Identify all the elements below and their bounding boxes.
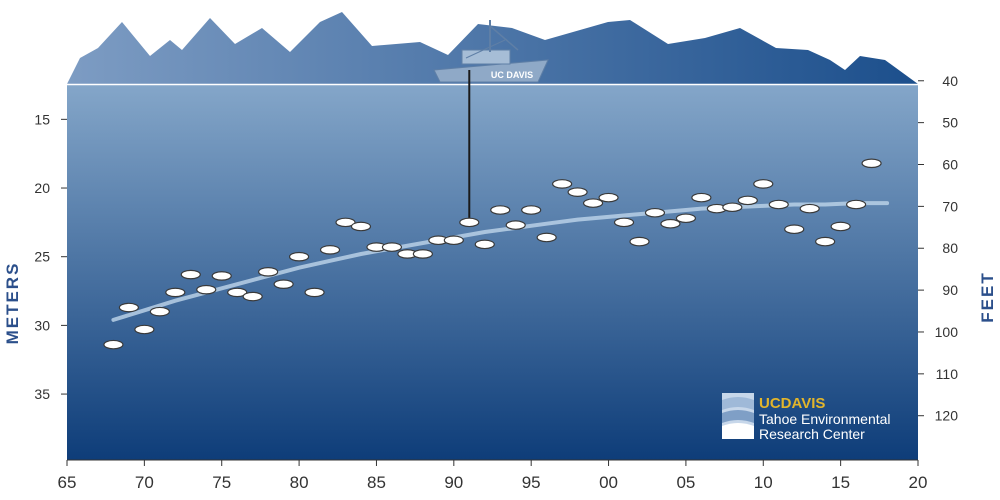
data-point-1996 <box>536 232 557 243</box>
boat-rail <box>465 39 506 59</box>
x-tick-label: 15 <box>831 473 850 492</box>
data-point-1972 <box>165 287 186 298</box>
logo-brand-davis: DAVIS <box>781 395 826 412</box>
x-tick-label: 00 <box>599 473 618 492</box>
data-point-2006 <box>691 192 712 203</box>
data-point-1976 <box>227 287 248 298</box>
data-point-2010 <box>753 179 774 189</box>
feet-tick-label: 70 <box>942 198 958 214</box>
data-point-1997 <box>552 179 573 189</box>
data-point-1991 <box>459 217 480 228</box>
data-point-1994 <box>505 220 526 230</box>
meters-tick-label: 30 <box>34 317 50 333</box>
meters-axis-title: METERS <box>3 262 22 345</box>
data-point-2000 <box>598 192 619 203</box>
x-tick-label: 65 <box>58 473 77 492</box>
feet-tick-label: 90 <box>942 282 958 298</box>
data-point-2015 <box>830 221 851 232</box>
feet-tick-label: 60 <box>942 157 958 173</box>
data-point-1977 <box>242 291 263 302</box>
data-point-2005 <box>675 213 697 224</box>
data-point-1983 <box>335 217 356 228</box>
x-tick-label: 95 <box>522 473 541 492</box>
meters-tick-label: 20 <box>34 180 50 196</box>
logo-brand-uc: UC <box>759 395 781 412</box>
feet-tick-label: 50 <box>942 115 958 131</box>
data-point-2001 <box>613 217 635 228</box>
data-point-1986 <box>381 242 403 252</box>
boat-label: UC DAVIS <box>491 70 533 80</box>
data-point-1980 <box>288 251 310 262</box>
ucdavis-terc-logo: UCDAVIS Tahoe Environmental Research Cen… <box>722 393 891 442</box>
data-point-1973 <box>180 269 201 280</box>
meters-tick-label: 15 <box>34 111 50 127</box>
data-point-1988 <box>412 249 433 259</box>
data-point-2009 <box>737 195 758 206</box>
meters-axis-ticks: 15 20 25 30 35 <box>34 111 67 402</box>
x-tick-label: 10 <box>754 473 773 492</box>
data-point-1978 <box>258 267 279 277</box>
boat-cabin <box>461 49 511 65</box>
data-point-1969 <box>118 302 139 313</box>
data-point-1998 <box>567 187 588 197</box>
data-point-2002 <box>629 236 650 247</box>
meters-tick-label: 25 <box>34 249 50 265</box>
data-point-1979 <box>273 279 294 289</box>
x-tick-label: 70 <box>135 473 154 492</box>
data-point-1970 <box>134 324 155 335</box>
logo-line-1: Tahoe Environmental <box>759 411 891 427</box>
data-point-2013 <box>799 203 820 214</box>
feet-axis-ticks: 40 50 60 70 80 90 100 110 120 <box>918 73 958 424</box>
research-boat: UC DAVIS <box>433 20 549 83</box>
x-tick-label: 05 <box>676 473 695 492</box>
data-point-1995 <box>521 205 542 215</box>
x-tick-label: 20 <box>909 473 928 492</box>
x-axis-ticks: 65 70 75 80 85 90 95 00 05 10 15 20 <box>58 459 928 492</box>
meters-tick-label: 35 <box>34 386 50 402</box>
data-point-1984 <box>350 221 372 232</box>
svg-text:UCDAVIS: UCDAVIS <box>759 395 825 412</box>
feet-tick-label: 80 <box>942 240 958 256</box>
data-point-1999 <box>582 198 604 208</box>
data-point-1981 <box>304 287 325 298</box>
mountain-silhouette <box>67 12 918 84</box>
feet-tick-label: 110 <box>936 366 959 382</box>
data-point-1968 <box>103 339 124 350</box>
x-tick-label: 90 <box>444 473 463 492</box>
data-point-2016 <box>846 199 867 210</box>
boat-boom <box>489 25 519 51</box>
lake-water <box>67 85 918 460</box>
data-point-2003 <box>644 207 666 218</box>
x-tick-label: 85 <box>367 473 386 492</box>
logo-line-2: Research Center <box>759 426 865 442</box>
data-point-1975 <box>211 271 232 281</box>
trend-line <box>111 201 890 322</box>
x-tick-label: 75 <box>212 473 231 492</box>
data-point-2011 <box>768 199 789 210</box>
logo-wave-icon <box>722 393 754 439</box>
data-point-1992 <box>474 239 495 250</box>
secchi-disk-points <box>103 158 882 350</box>
data-point-1974 <box>196 284 217 295</box>
data-point-2008 <box>722 202 743 213</box>
data-point-2017 <box>861 158 882 169</box>
feet-tick-label: 100 <box>935 324 959 340</box>
data-point-1990 <box>443 235 464 246</box>
feet-tick-label: 40 <box>942 73 958 89</box>
data-point-1993 <box>490 205 511 215</box>
data-point-2014 <box>815 236 836 247</box>
data-point-2012 <box>784 224 805 235</box>
feet-axis-title: FEET <box>978 271 997 322</box>
data-point-1971 <box>149 306 170 317</box>
data-point-1982 <box>319 245 341 255</box>
data-point-2004 <box>660 218 681 229</box>
feet-tick-label: 120 <box>935 408 959 424</box>
x-tick-label: 80 <box>290 473 309 492</box>
